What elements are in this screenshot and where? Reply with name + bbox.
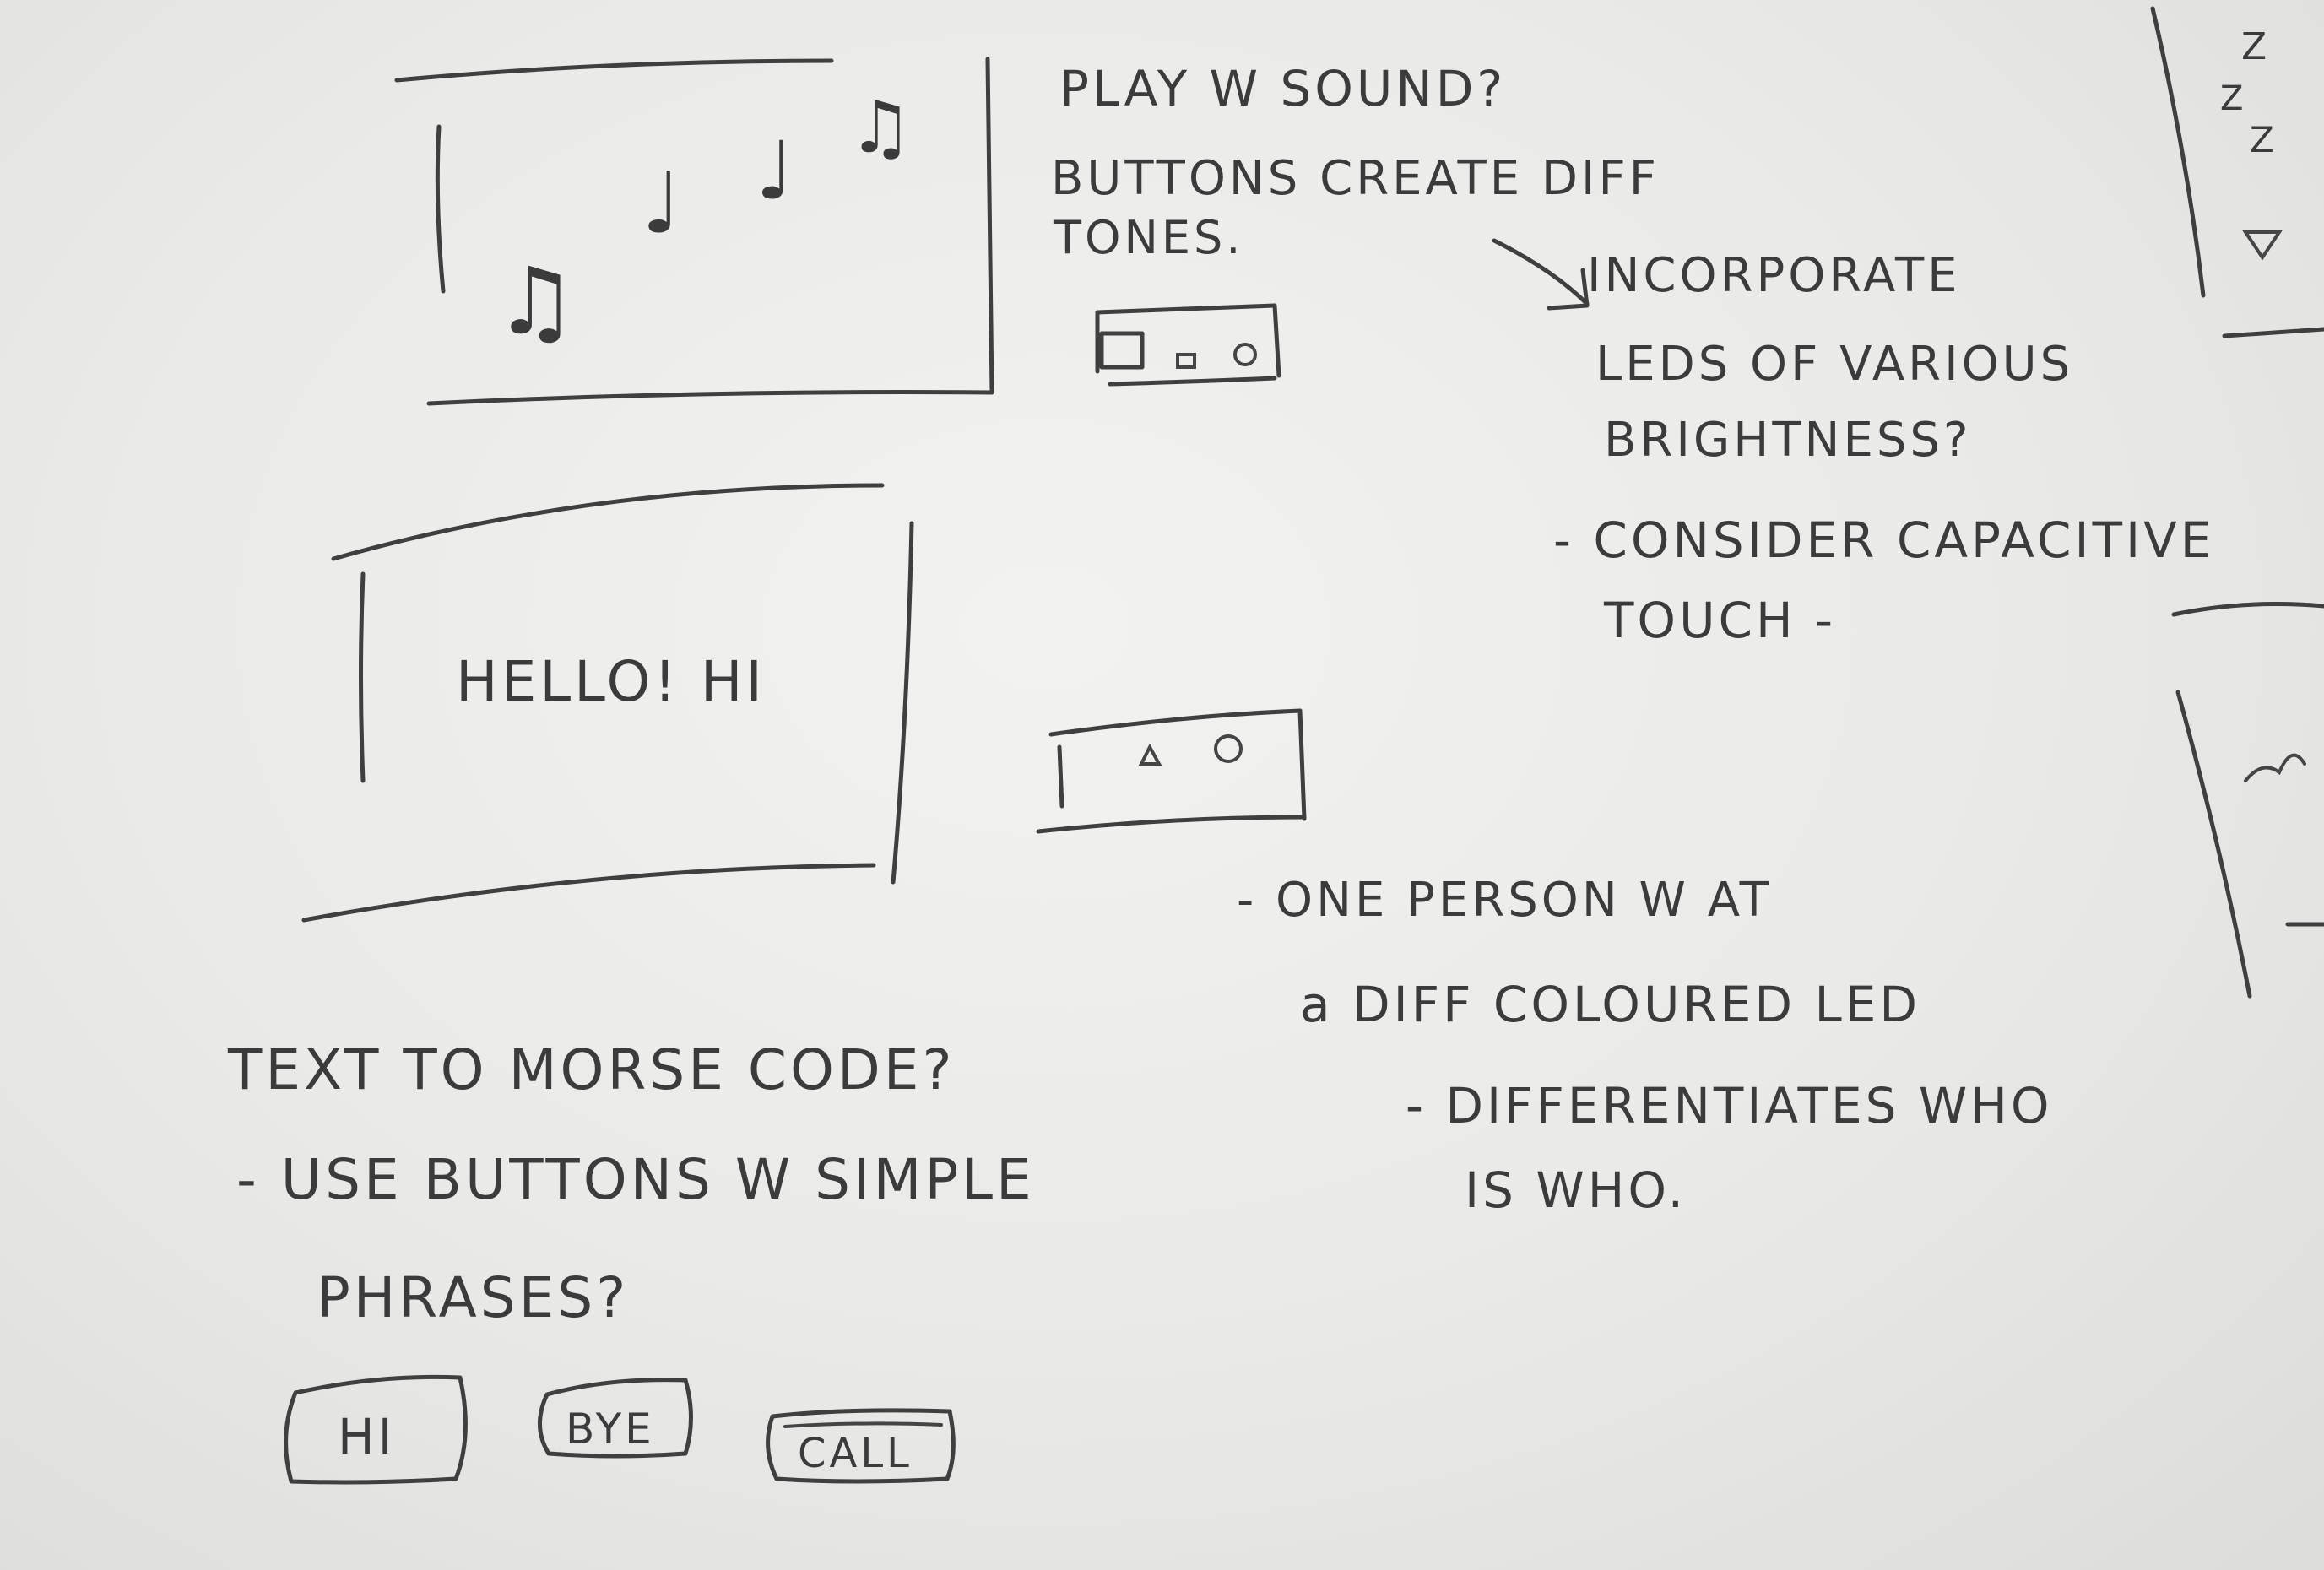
note-line: TEXT TO MORSE CODE? xyxy=(227,1037,956,1102)
music-note-icon: ♩ xyxy=(642,154,685,252)
device-sketch-middle xyxy=(1036,708,1307,834)
screen-message: HELLO! HI xyxy=(456,649,766,714)
margin-mark: Z xyxy=(2220,79,2246,118)
note-line: - CONSIDER CAPACITIVE xyxy=(1553,512,2214,569)
hello-screen-sketch: HELLO! HI xyxy=(301,483,914,923)
note-line: - USE BUTTONS W SIMPLE xyxy=(236,1147,1035,1212)
music-note-icon: ♫ xyxy=(494,247,581,355)
arrow-to-led-idea xyxy=(1492,238,1590,311)
music-screen-sketch xyxy=(394,57,994,406)
note-line: BUTTONS CREATE DIFF xyxy=(1051,151,1660,206)
note-line: INCORPORATE xyxy=(1587,248,1961,303)
music-note-icon: ♫ xyxy=(848,86,916,170)
note-line: PLAY W SOUND? xyxy=(1059,60,1506,117)
phrase-button-label: HI xyxy=(338,1408,396,1465)
morse-notes: TEXT TO MORSE CODE? - USE BUTTONS W SIMP… xyxy=(227,1037,1035,1330)
phrase-button-label: CALL xyxy=(798,1430,913,1477)
note-line: TOUCH - xyxy=(1603,592,1836,649)
phrase-button-call: CALL xyxy=(766,1408,956,1484)
note-line: - ONE PERSON W AT xyxy=(1237,873,1772,928)
note-line: TONES. xyxy=(1053,211,1243,264)
led-idea-notes: INCORPORATE LEDS OF VARIOUS BRIGHTNESS? … xyxy=(1553,248,2214,649)
phrase-button-bye: BYE xyxy=(538,1378,693,1459)
music-note-icon: ♩ xyxy=(756,125,797,218)
phrase-button-hi: HI xyxy=(284,1374,468,1485)
round-button-icon xyxy=(1214,734,1243,763)
right-margin-sketch: Z Z Z xyxy=(2150,6,2324,999)
note-line: PHRASES? xyxy=(317,1265,629,1330)
music-notes: ♫ ♩ ♩ ♫ xyxy=(494,86,916,355)
round-button-icon xyxy=(1233,343,1257,366)
note-line: LEDS OF VARIOUS xyxy=(1595,337,2073,392)
note-line: - DIFFERENTIATES WHO xyxy=(1406,1077,2052,1134)
margin-mark: Z xyxy=(2250,119,2278,160)
led-person-notes: - ONE PERSON W AT a DIFF COLOURED LED - … xyxy=(1237,873,2052,1219)
small-button-icon xyxy=(1176,353,1196,369)
sound-notes: PLAY W SOUND? BUTTONS CREATE DIFF TONES. xyxy=(1051,60,1660,264)
margin-mark: Z xyxy=(2241,25,2270,68)
note-line: BRIGHTNESS? xyxy=(1604,413,1972,468)
triangle-mark-icon xyxy=(2242,230,2283,261)
device-sketch-top xyxy=(1095,303,1281,387)
square-button-icon xyxy=(1099,331,1145,370)
note-line: a DIFF COLOURED LED xyxy=(1300,976,1920,1033)
triangle-button-icon xyxy=(1138,743,1162,766)
note-line: IS WHO. xyxy=(1465,1161,1687,1219)
phrase-button-label: BYE xyxy=(566,1405,655,1454)
